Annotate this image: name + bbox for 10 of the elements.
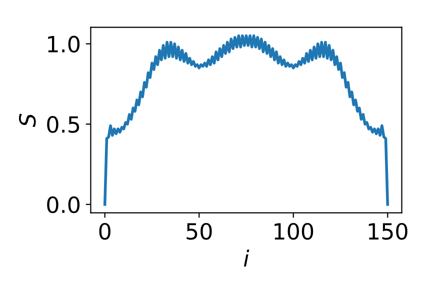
y-tick-label: 0.0 bbox=[47, 196, 80, 214]
x-tick-label: 0 bbox=[99, 222, 110, 240]
x-tick-label: 100 bbox=[274, 222, 314, 240]
y-tick-label: 1.0 bbox=[48, 36, 80, 53]
x-axis-title: i bbox=[244, 250, 250, 266]
x-tick-label: 150 bbox=[368, 222, 408, 240]
y-axis-title: S bbox=[18, 114, 36, 128]
x-tick-label: 50 bbox=[186, 222, 212, 240]
y-tick-label: 0.5 bbox=[47, 116, 80, 133]
line-series bbox=[103, 34, 390, 206]
